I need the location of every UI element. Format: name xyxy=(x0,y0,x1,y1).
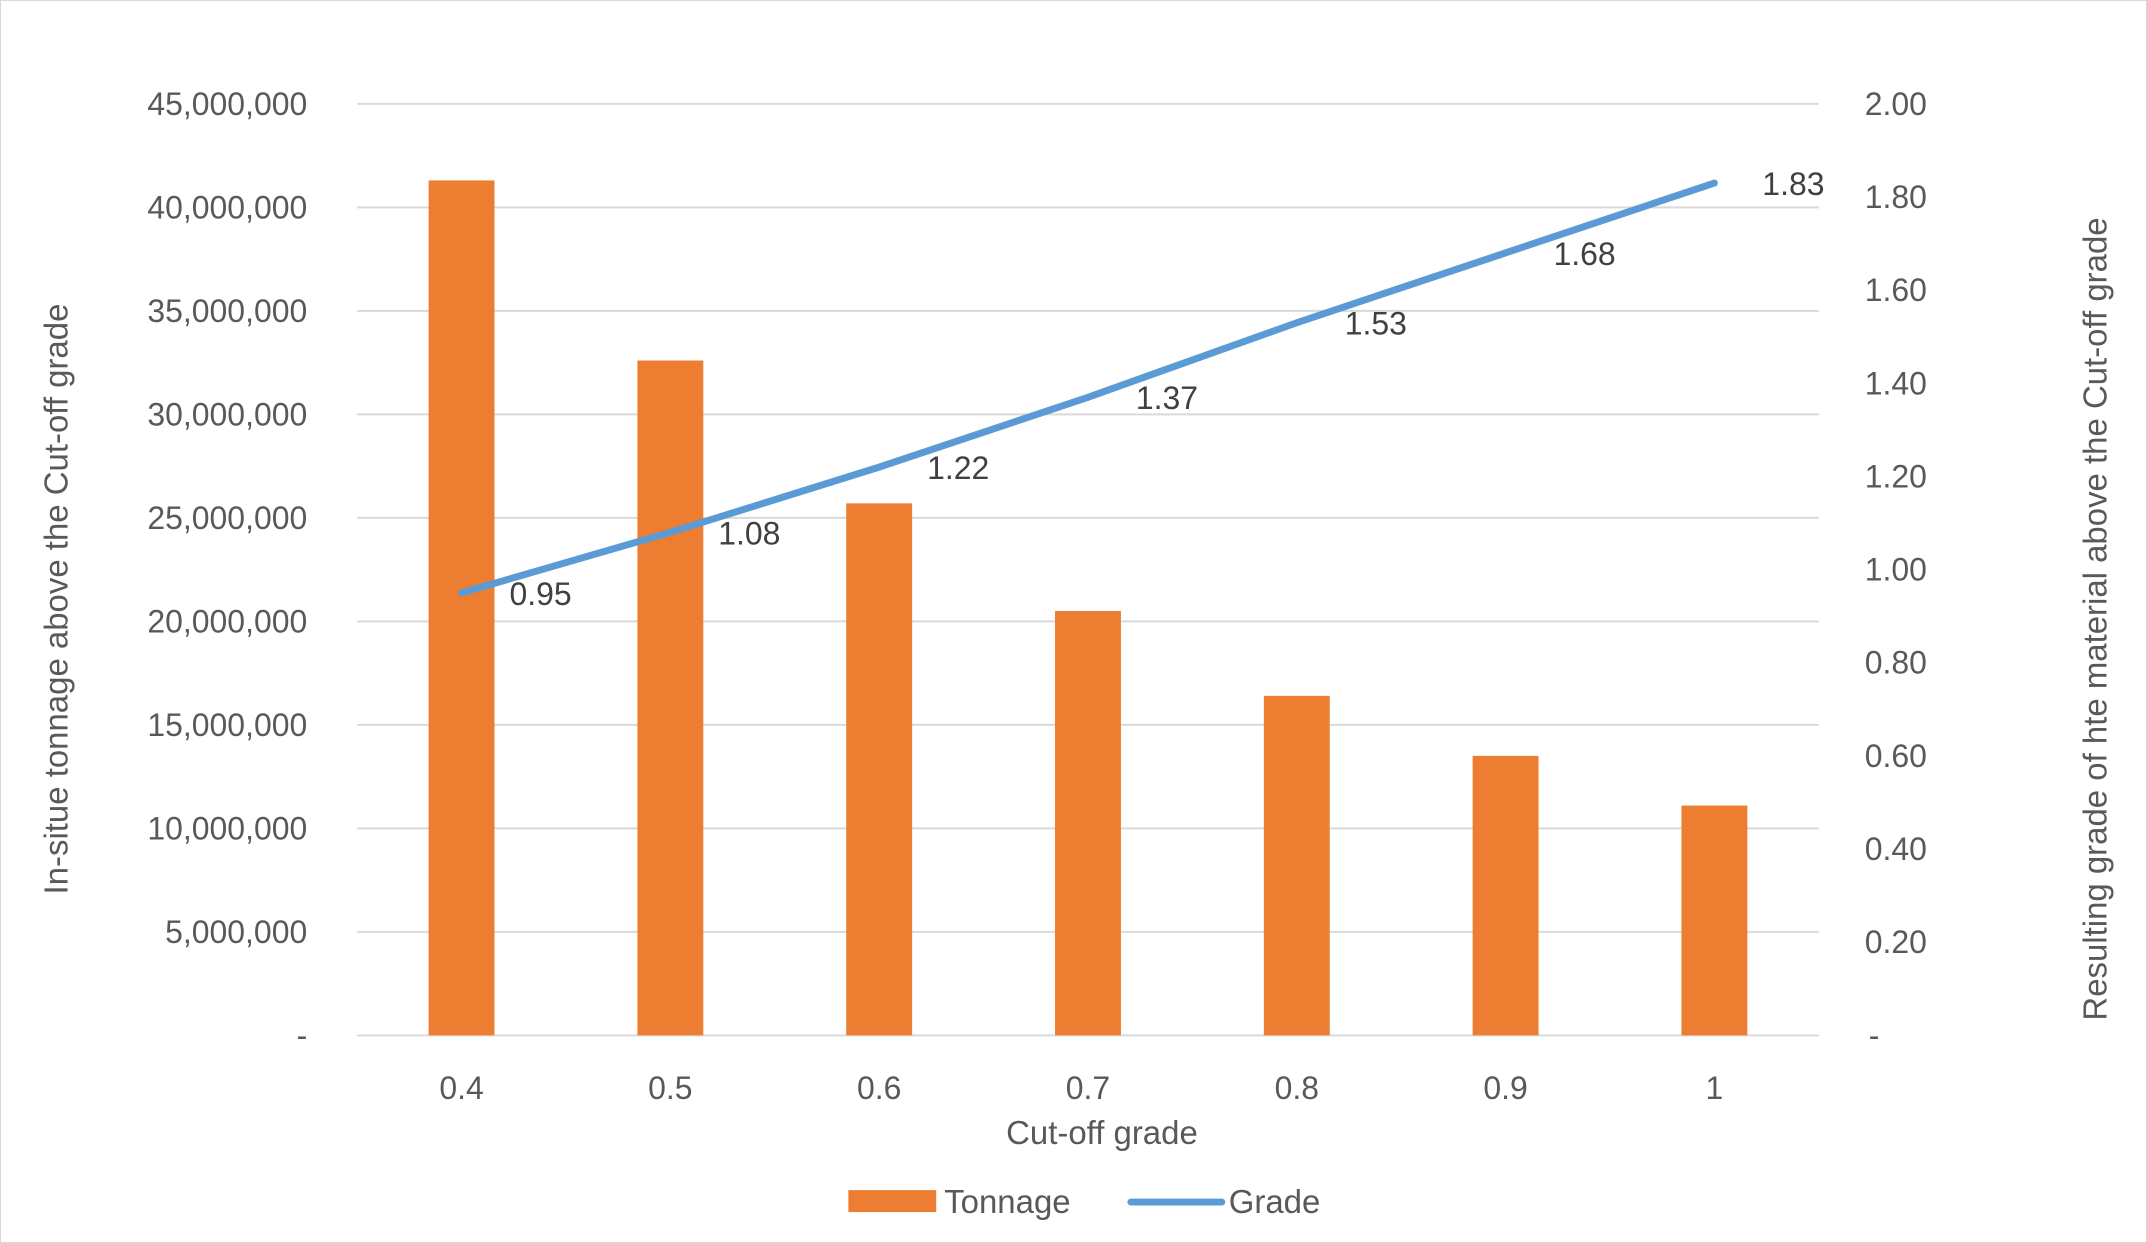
grade-data-label: 1.37 xyxy=(1136,380,1198,416)
y2-tick-label: 1.00 xyxy=(1865,552,1927,588)
y2-tick-label: 1.60 xyxy=(1865,272,1927,308)
x-tick-label: 0.7 xyxy=(1066,1070,1110,1106)
y2-tick-label: 2.00 xyxy=(1865,86,1927,122)
y2-axis-title: Resulting grade of hte material above th… xyxy=(2076,217,2113,1020)
x-axis-title: Cut-off grade xyxy=(1006,1114,1198,1151)
bar-tonnage-1 xyxy=(1681,805,1748,1036)
y-tick-label: 25,000,000 xyxy=(147,500,307,536)
y-tick-label: 5,000,000 xyxy=(165,914,307,950)
legend-label-grade: Grade xyxy=(1229,1183,1321,1220)
y-tick-label: 35,000,000 xyxy=(147,293,307,329)
bar-tonnage-0.7 xyxy=(1055,610,1121,1036)
bar-tonnage-0.8 xyxy=(1263,695,1330,1036)
bar-tonnage-0.9 xyxy=(1472,755,1539,1036)
grade-data-label: 1.68 xyxy=(1554,236,1616,272)
y2-tick-label: 0.60 xyxy=(1865,738,1927,774)
y2-tick-label: 1.80 xyxy=(1865,179,1927,215)
bar-tonnage-0.6 xyxy=(846,503,913,1036)
y-tick-label: 20,000,000 xyxy=(147,603,307,639)
y-tick-label: 30,000,000 xyxy=(147,396,307,432)
x-tick-label: 0.8 xyxy=(1275,1070,1319,1106)
y-tick-label: - xyxy=(297,1017,308,1053)
left-axis-ticks: - 5,000,000 10,000,000 15,000,000 20,000,000… xyxy=(147,86,307,1053)
y-axis-title: In-situe tonnage above the Cut-off grade xyxy=(38,304,75,895)
grade-data-label: 0.95 xyxy=(509,576,571,612)
y2-tick-label: 1.20 xyxy=(1865,458,1927,494)
x-tick-label: 0.6 xyxy=(857,1070,901,1106)
bar-tonnage-0.5 xyxy=(637,360,704,1036)
y2-tick-label: 0.80 xyxy=(1865,645,1927,681)
grade-data-label: 1.08 xyxy=(718,515,780,551)
data-labels: 0.95 1.08 1.22 1.37 1.53 1.68 1.83 xyxy=(509,166,1824,612)
y2-tick-label: 0.20 xyxy=(1865,924,1927,960)
x-axis-ticks: 0.4 0.5 0.6 0.7 0.8 0.9 1 xyxy=(439,1070,1723,1106)
y2-tick-label: - xyxy=(1869,1017,1880,1053)
x-tick-label: 1 xyxy=(1706,1070,1724,1106)
grade-data-label: 1.53 xyxy=(1345,306,1407,342)
legend-swatch-tonnage xyxy=(848,1190,937,1213)
legend-label-tonnage: Tonnage xyxy=(944,1183,1070,1220)
grade-line xyxy=(458,179,1718,597)
y-tick-label: 10,000,000 xyxy=(147,810,307,846)
legend: Tonnage Grade xyxy=(848,1183,1320,1220)
grade-data-label: 1.83 xyxy=(1762,166,1824,202)
x-tick-label: 0.4 xyxy=(439,1070,483,1106)
grade-line-series xyxy=(458,179,1718,597)
y2-tick-label: 1.40 xyxy=(1865,365,1927,401)
y-tick-label: 15,000,000 xyxy=(147,707,307,743)
grade-data-label: 1.22 xyxy=(927,450,989,486)
y-tick-label: 45,000,000 xyxy=(147,86,307,122)
tonnage-bars xyxy=(428,180,1748,1036)
x-tick-label: 0.9 xyxy=(1483,1070,1527,1106)
right-axis-ticks: - 0.20 0.40 0.60 0.80 1.00 1.20 1.40 1.60 1.80 2.0… xyxy=(1865,86,1927,1053)
y-tick-label: 40,000,000 xyxy=(147,189,307,225)
x-tick-label: 0.5 xyxy=(648,1070,692,1106)
y2-tick-label: 0.40 xyxy=(1865,831,1927,867)
bar-tonnage-0.4 xyxy=(428,180,495,1036)
